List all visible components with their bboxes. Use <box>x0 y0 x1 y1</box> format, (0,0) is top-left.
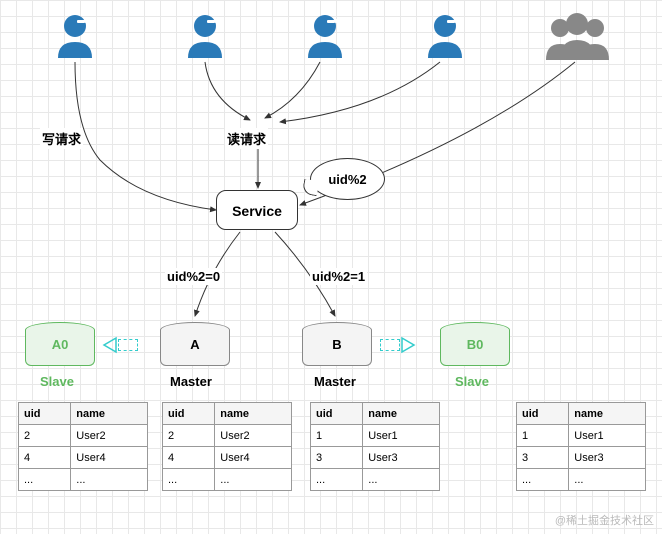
db-b0: B0 <box>440 322 510 366</box>
branch-left-label: uid%2=0 <box>165 268 222 285</box>
sync-left-icon <box>102 336 150 354</box>
write-label: 写请求 <box>40 128 83 149</box>
role-master-a: Master <box>170 374 212 389</box>
group-icon <box>540 10 615 65</box>
role-slave-b0: Slave <box>455 374 489 389</box>
role-slave-a0: Slave <box>40 374 74 389</box>
branch-right-label: uid%2=1 <box>310 268 367 285</box>
table-a: uidname2User24User4...... <box>162 402 292 491</box>
db-a: A <box>160 322 230 366</box>
user-icon-2 <box>180 12 230 67</box>
watermark: @稀土掘金技术社区 <box>555 512 654 528</box>
role-master-b: Master <box>314 374 356 389</box>
table-b: uidname1User13User3...... <box>310 402 440 491</box>
user-icon-1 <box>50 12 100 67</box>
service-box: Service <box>216 190 298 230</box>
db-b: B <box>302 322 372 366</box>
table-b0: uidname1User13User3...... <box>516 402 646 491</box>
uid-bubble: uid%2 <box>310 158 385 200</box>
sync-right-icon <box>382 336 430 354</box>
read-label: 读请求 <box>225 128 268 149</box>
db-a0: A0 <box>25 322 95 366</box>
user-icon-4 <box>420 12 470 67</box>
user-icon-3 <box>300 12 350 67</box>
table-a0: uidname2User24User4...... <box>18 402 148 491</box>
